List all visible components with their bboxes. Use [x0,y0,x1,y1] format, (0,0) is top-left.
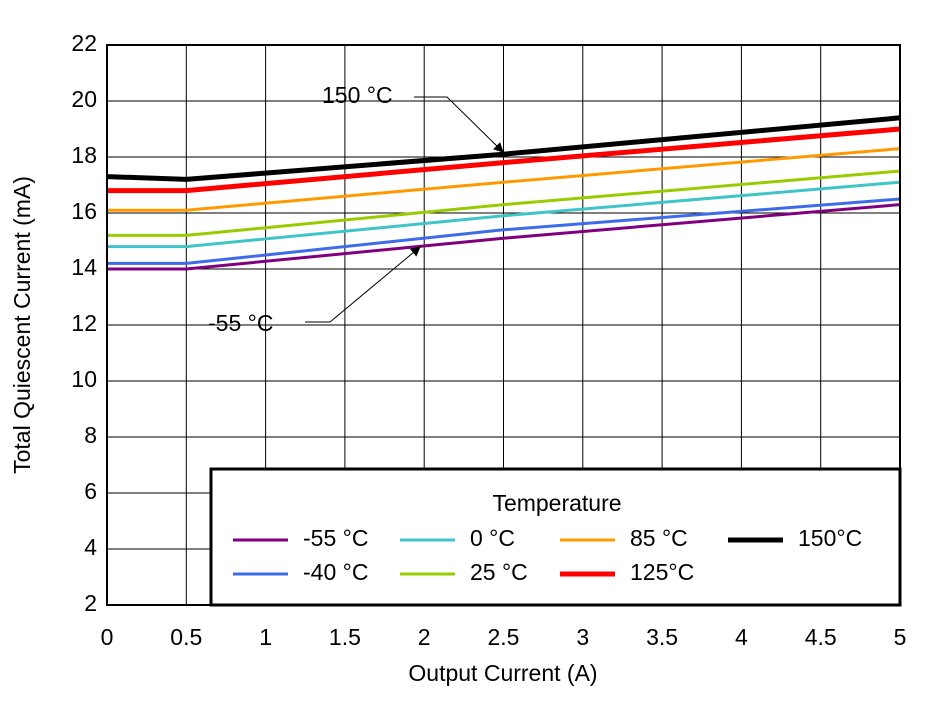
y-tick-label: 4 [84,534,97,560]
x-axis-label: Output Current (A) [408,660,597,686]
series-line [107,197,901,265]
series-line [107,126,901,194]
y-tick-label: 10 [71,366,97,392]
x-tick-label: 4.5 [805,624,837,650]
y-tick-label: 6 [84,478,97,504]
x-tick-label: 2.5 [488,624,520,650]
y-tick-label: 20 [71,86,97,112]
y-tick-label: 14 [71,254,97,280]
series-line [107,180,901,249]
legend-label: 125°C [630,559,694,585]
y-tick-label: 16 [71,198,97,224]
legend-box [209,467,902,607]
legend-label: 85 °C [630,525,688,551]
series-line [107,169,901,237]
legend-title: Temperature [492,490,621,516]
y-axis-label: Total Quiescent Current (mA) [9,176,35,474]
y-tick-label: 22 [71,30,97,56]
legend-label: -55 °C [303,525,368,551]
annotation-arrow [414,96,504,153]
series-line [106,115,901,182]
y-tick-label: 12 [71,310,97,336]
x-tick-label: 3.5 [646,624,678,650]
x-tick-label: 5 [894,624,907,650]
legend-label: 0 °C [470,525,515,551]
annotation: 150 °C [322,82,393,108]
y-tick-label: 8 [84,422,97,448]
annotation-arrow [305,246,421,323]
x-tick-label: 1.5 [329,624,361,650]
y-tick-label: 2 [84,590,97,616]
series-line [107,147,901,212]
annotation: -55 °C [208,310,273,336]
legend-label: 150°C [798,525,862,551]
x-tick-label: 3 [576,624,589,650]
series-line [107,203,901,271]
y-tick-label: 18 [71,142,97,168]
x-tick-label: 4 [735,624,748,650]
x-tick-label: 2 [418,624,431,650]
x-tick-label: 0.5 [170,624,202,650]
x-tick-label: 0 [101,624,114,650]
x-tick-label: 1 [259,624,272,650]
legend-label: -40 °C [303,559,368,585]
legend-label: 25 °C [470,559,528,585]
